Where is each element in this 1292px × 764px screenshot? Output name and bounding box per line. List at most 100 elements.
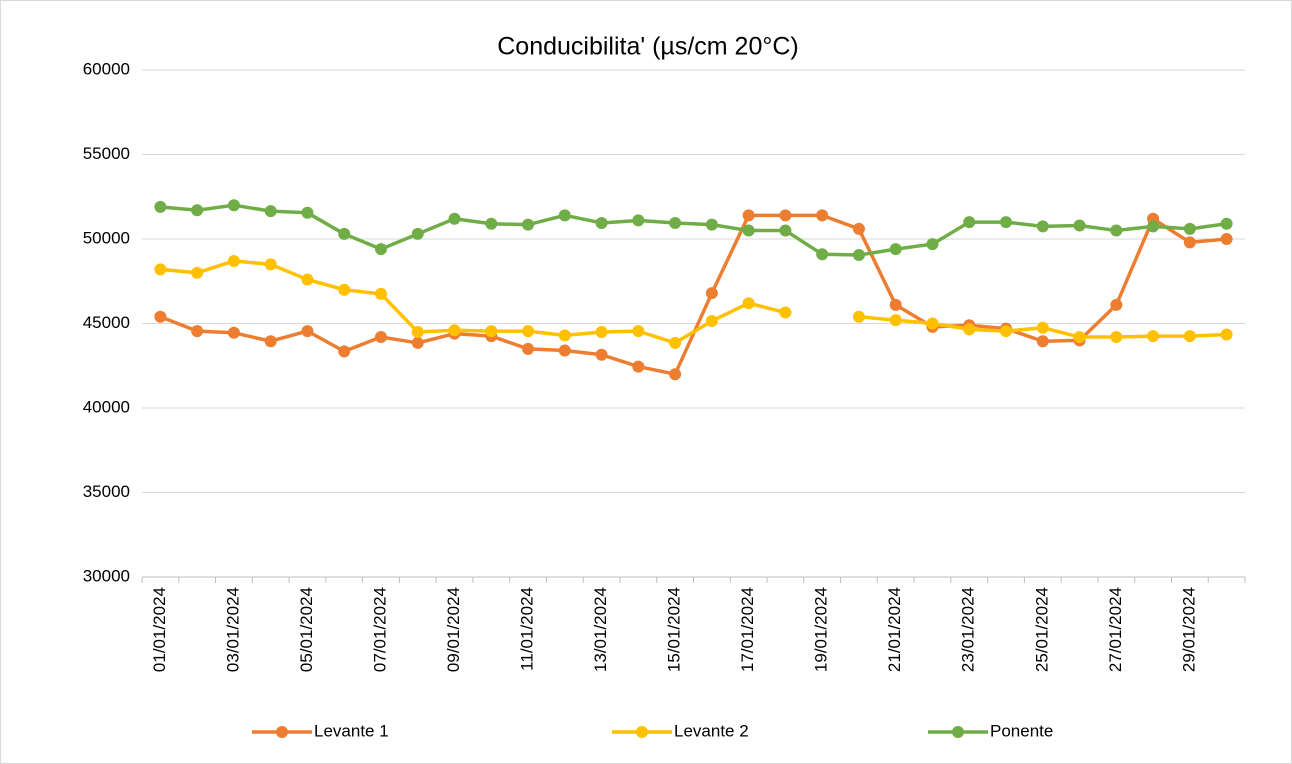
data-point — [889, 298, 902, 311]
legend-label: Ponente — [990, 721, 1053, 740]
data-point — [852, 249, 865, 262]
x-tick-label: 09/01/2024 — [444, 587, 463, 672]
data-point — [301, 273, 314, 286]
data-point — [779, 224, 792, 237]
data-point — [632, 325, 645, 338]
y-tick-label: 50000 — [83, 228, 130, 247]
data-point — [595, 348, 608, 361]
data-point — [1036, 335, 1049, 348]
data-point — [1147, 220, 1160, 233]
legend-marker — [952, 726, 964, 738]
data-point — [338, 345, 351, 358]
data-point — [448, 324, 461, 337]
data-point — [558, 329, 571, 342]
data-point — [816, 248, 829, 261]
data-point — [485, 325, 498, 338]
data-point — [1183, 222, 1196, 235]
x-tick-label: 15/01/2024 — [665, 587, 684, 672]
data-point — [1036, 220, 1049, 233]
data-point — [264, 258, 277, 271]
data-point — [522, 218, 535, 231]
data-point — [963, 216, 976, 229]
data-point — [227, 254, 240, 267]
data-point — [669, 368, 682, 381]
x-tick-label: 27/01/2024 — [1106, 587, 1125, 672]
data-point — [963, 323, 976, 336]
data-point — [154, 263, 167, 276]
data-point — [889, 243, 902, 256]
data-point — [852, 222, 865, 235]
legend-marker — [276, 726, 288, 738]
data-point — [558, 344, 571, 357]
x-tick-label: 13/01/2024 — [591, 587, 610, 672]
x-tick-label: 03/01/2024 — [223, 587, 242, 672]
data-point — [926, 317, 939, 330]
data-point — [301, 325, 314, 338]
data-point — [522, 342, 535, 355]
data-point — [1000, 216, 1013, 229]
data-point — [1073, 219, 1086, 232]
x-tick-label: 07/01/2024 — [370, 587, 389, 672]
data-point — [852, 310, 865, 323]
data-point — [742, 209, 755, 222]
data-point — [1220, 233, 1233, 245]
data-point — [154, 200, 167, 213]
data-point — [338, 283, 351, 296]
data-point — [595, 325, 608, 338]
data-point — [338, 227, 351, 240]
series-line — [160, 203, 1227, 257]
y-tick-label: 35000 — [83, 482, 130, 501]
legend-label: Levante 1 — [314, 721, 389, 740]
data-point — [448, 212, 461, 225]
x-tick-label: 25/01/2024 — [1032, 587, 1051, 672]
data-point — [374, 287, 387, 300]
data-point — [411, 227, 424, 240]
y-tick-label: 60000 — [83, 59, 130, 78]
data-point — [816, 209, 829, 222]
data-point — [1183, 236, 1196, 249]
x-tick-label: 19/01/2024 — [812, 587, 831, 672]
data-point — [374, 331, 387, 344]
y-tick-label: 30000 — [83, 566, 130, 585]
x-tick-label: 01/01/2024 — [150, 587, 169, 672]
data-point — [411, 325, 424, 338]
x-tick-label: 17/01/2024 — [738, 587, 757, 672]
data-point — [227, 326, 240, 339]
x-tick-label: 29/01/2024 — [1179, 587, 1198, 672]
data-point — [705, 314, 718, 327]
data-point — [669, 216, 682, 229]
data-point — [1036, 321, 1049, 334]
data-point — [742, 224, 755, 237]
x-tick-label: 11/01/2024 — [518, 587, 537, 671]
data-point — [1073, 331, 1086, 344]
data-point — [264, 205, 277, 218]
data-point — [926, 238, 939, 251]
data-point — [669, 336, 682, 349]
data-point — [227, 199, 240, 212]
data-point — [1220, 328, 1233, 341]
data-point — [1147, 330, 1160, 343]
data-point — [558, 209, 571, 222]
data-point — [779, 306, 792, 319]
data-point — [264, 335, 277, 348]
data-point — [1183, 330, 1196, 343]
data-point — [301, 206, 314, 219]
data-point — [889, 314, 902, 327]
data-point — [779, 209, 792, 222]
data-point — [595, 216, 608, 229]
y-tick-label: 40000 — [83, 397, 130, 416]
data-point — [632, 360, 645, 373]
data-point — [191, 325, 204, 338]
x-tick-label: 05/01/2024 — [297, 587, 316, 672]
data-point — [1110, 298, 1123, 311]
data-point — [705, 287, 718, 300]
y-tick-label: 45000 — [83, 313, 130, 332]
data-point — [191, 266, 204, 279]
data-point — [522, 325, 535, 338]
y-tick-label: 55000 — [83, 144, 130, 163]
data-point — [485, 217, 498, 230]
data-point — [411, 336, 424, 349]
x-tick-label: 23/01/2024 — [959, 587, 978, 672]
